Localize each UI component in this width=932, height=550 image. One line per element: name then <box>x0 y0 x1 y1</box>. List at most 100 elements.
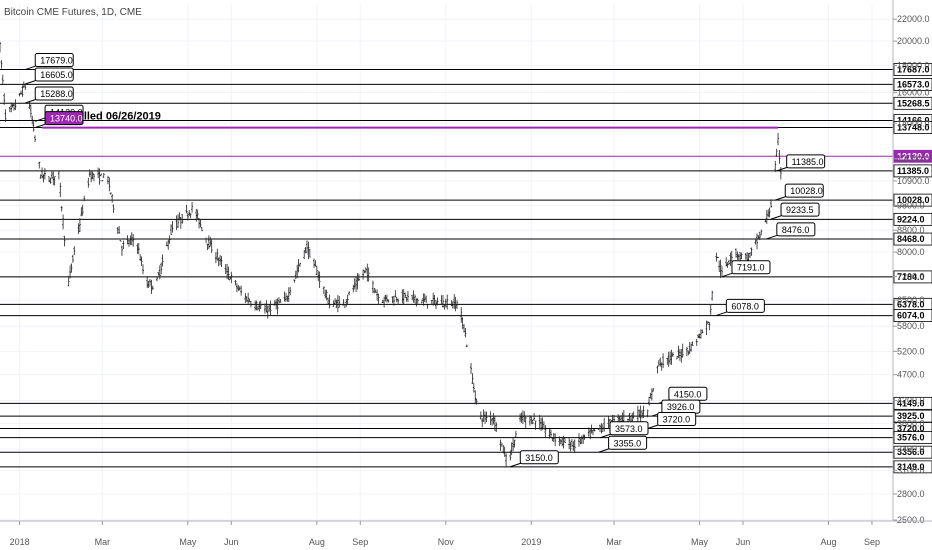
annotation-label: 10028.0 <box>790 186 823 196</box>
level-label: 16573.0 <box>897 79 930 89</box>
x-tick-label: 2018 <box>10 537 30 547</box>
level-label-box <box>893 445 932 459</box>
y-tick-label: 9800.0 <box>897 200 925 210</box>
level-label-box <box>893 63 932 76</box>
annotation-label: 7191.0 <box>737 263 765 273</box>
annotation-box <box>784 183 824 198</box>
y-tick-label: 8800.0 <box>897 225 925 235</box>
level-label-box <box>893 212 932 226</box>
y-tick-label: 16000.0 <box>897 88 930 98</box>
x-tick-label: Nov <box>438 537 455 547</box>
level-label: 12130.0 <box>897 151 930 161</box>
y-tick-label: 22000.0 <box>897 14 930 24</box>
level-label: 13748.0 <box>897 122 930 132</box>
x-tick-label: May <box>179 537 197 547</box>
level-label-box <box>893 78 932 91</box>
level-label: 9224.0 <box>897 214 925 224</box>
y-tick-label: 6500.0 <box>897 295 925 305</box>
annotation-label: 6078.0 <box>731 301 759 311</box>
x-tick-label: Aug <box>821 537 837 547</box>
level-label-box <box>893 431 932 444</box>
annotation-box <box>786 154 826 169</box>
level-label-box <box>893 149 932 163</box>
annotation-label: 13740.0 <box>50 114 83 124</box>
annotation-box <box>519 450 559 465</box>
annotation-box <box>34 86 74 101</box>
level-label: 10028.0 <box>897 195 930 205</box>
y-tick-label: 4700.0 <box>897 370 925 380</box>
annotation-label: 3355.0 <box>614 438 642 448</box>
y-tick-label: 18000.0 <box>897 60 930 70</box>
level-label: 6074.0 <box>897 311 925 321</box>
y-tick-label: 12000.0 <box>897 154 930 164</box>
y-tick-label: 3100.0 <box>897 465 925 475</box>
annotation-label: 15288.0 <box>40 89 73 99</box>
annotation-box <box>776 222 816 237</box>
level-label: 7184.0 <box>897 272 925 282</box>
level-label-box <box>893 232 932 246</box>
y-tick-label: 10900.0 <box>897 176 930 186</box>
chart-title: Bitcoin CME Futures, 1D, CME <box>4 7 142 18</box>
x-tick-label: Jun <box>736 537 751 547</box>
y-axis: 22000.0 20000.0 18000.0 16000.0 14000.0 12000… <box>892 0 930 525</box>
annotation-box <box>780 202 820 217</box>
annotation-box <box>34 67 74 82</box>
level-label-box <box>893 193 932 207</box>
y-tick-label: 7200.0 <box>897 271 925 281</box>
y-tick-label: 14000.0 <box>897 118 930 128</box>
annotation-box <box>731 260 771 275</box>
y-tick-label: 2500.0 <box>897 515 925 525</box>
annotation-label: 3926.0 <box>667 402 695 412</box>
y-tick-label: 8000.0 <box>897 247 925 257</box>
level-label-box <box>893 96 932 110</box>
y-tick-label: 3400.0 <box>897 444 925 454</box>
annotation-label: 9233.5 <box>786 205 814 215</box>
annotation-label: 16605.0 <box>40 70 73 80</box>
annotation-box <box>44 111 84 126</box>
gap-line: Filled 06/26/2019 <box>42 111 779 129</box>
level-label: 6378.0 <box>897 299 925 309</box>
level-label: 3576.0 <box>897 433 925 443</box>
x-tick-label: Aug <box>309 537 325 547</box>
level-label: 8468.0 <box>897 234 925 244</box>
level-label-box <box>893 121 932 134</box>
annotation-label: 3150.0 <box>525 453 553 463</box>
y-tick-label: 2800.0 <box>897 489 925 499</box>
x-axis: 2018 Mar May Jun Aug Sep Nov 2019 Mar May Jun Aug Se… <box>0 520 932 547</box>
annotation-box <box>34 53 74 68</box>
annotation-label: 3573.0 <box>615 424 643 434</box>
level-label: 3720.0 <box>897 423 925 433</box>
x-tick-label: Jun <box>224 537 239 547</box>
y-tick-label: 5800.0 <box>897 321 925 331</box>
level-label-box <box>893 270 932 284</box>
grid <box>0 4 893 521</box>
price-annotations: 17679.016605.015288.014120.013740.011385… <box>25 53 826 468</box>
x-tick-label: 2019 <box>521 537 541 547</box>
y-tick-label: 5200.0 <box>897 346 925 356</box>
level-label-box <box>893 164 932 178</box>
y-tick-label: 4200.0 <box>897 396 925 406</box>
level-label: 3925.0 <box>897 411 925 421</box>
annotation-label: 4150.0 <box>674 389 702 399</box>
level-label-box <box>893 396 932 410</box>
level-label-box <box>893 460 932 474</box>
level-label: 15268.5 <box>897 98 930 108</box>
x-tick-label: Sep <box>864 537 880 547</box>
y-tick-label: 3800.0 <box>897 419 925 429</box>
y-tick-label: 20000.0 <box>897 36 930 46</box>
x-tick-label: May <box>691 537 709 547</box>
level-label: 3149.0 <box>897 462 925 472</box>
annotation-box <box>657 411 697 426</box>
annotation-label: 8476.0 <box>782 225 810 235</box>
annotation-box <box>725 298 765 313</box>
x-tick-label: Mar <box>606 537 622 547</box>
level-label: 14166.0 <box>897 116 930 126</box>
price-candles <box>0 41 782 468</box>
level-label: 3356.0 <box>897 447 925 457</box>
level-label: 4149.0 <box>897 398 925 408</box>
annotation-box <box>609 421 649 436</box>
annotation-label: 3720.0 <box>663 414 691 424</box>
annotation-label: 17679.0 <box>40 56 73 66</box>
